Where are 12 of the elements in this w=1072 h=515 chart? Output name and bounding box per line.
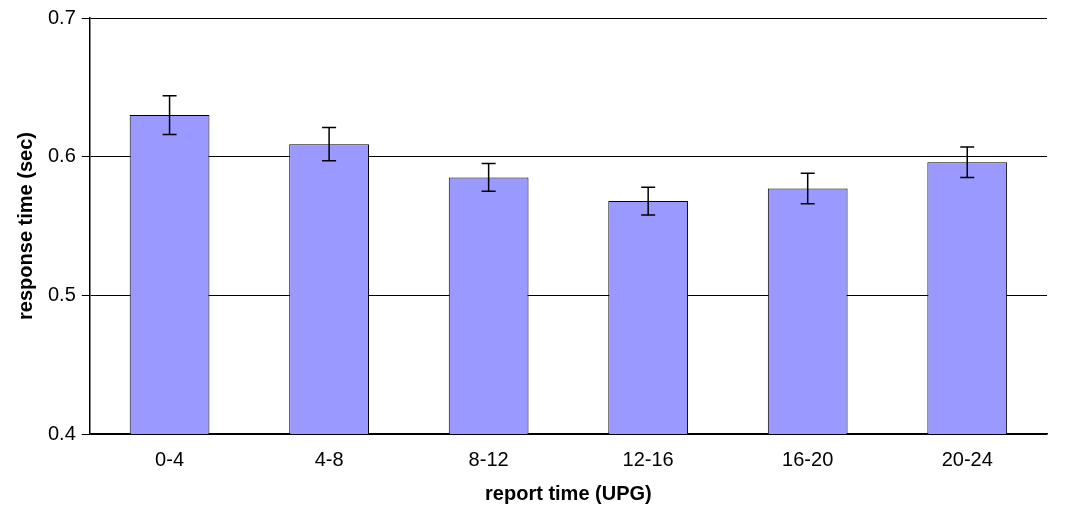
x-tick-label: 16-20 [782,447,834,470]
y-tick-label: 0.6 [47,144,76,167]
x-tick-label: 8-12 [468,447,509,470]
y-tick-label: 0.5 [47,282,76,305]
x-axis-title: report time (UPG) [485,481,652,504]
y-tick-label: 0.7 [47,5,76,28]
y-tick-label: 0.4 [47,421,76,444]
y-axis-title: response time (sec) [13,132,36,320]
x-tick-label: 20-24 [941,447,993,470]
x-tick-label: 4-8 [314,447,344,470]
x-tick-label: 0-4 [155,447,185,470]
x-tick-label: 12-16 [622,447,674,470]
